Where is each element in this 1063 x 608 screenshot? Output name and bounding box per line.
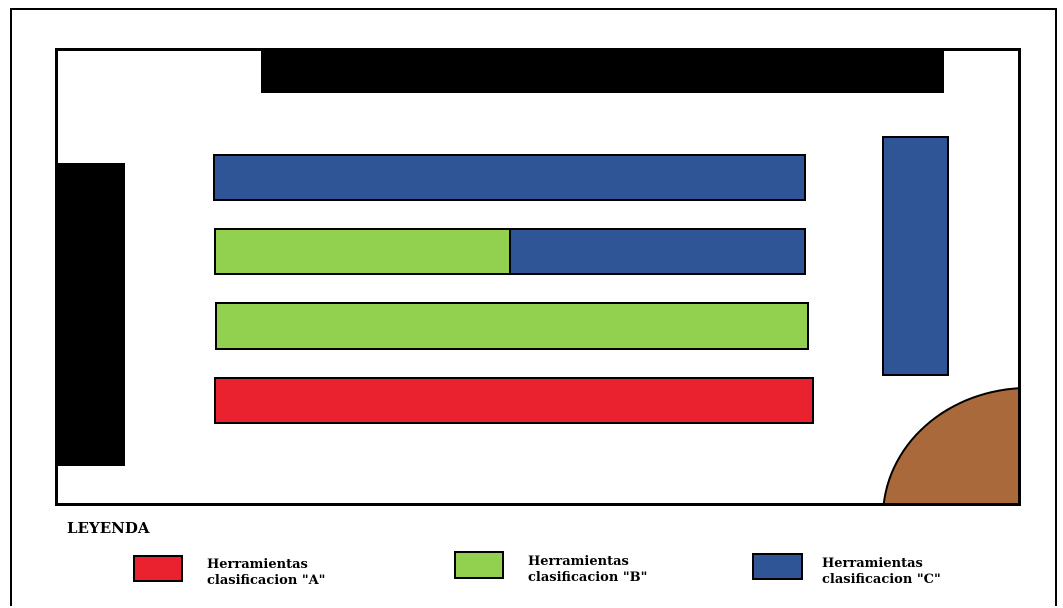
shelf-row-4-class-a — [214, 377, 814, 424]
legend-label-a: Herramientas clasificacion "A" — [207, 557, 326, 588]
legend-label-b: Herramientas clasificacion "B" — [528, 554, 648, 585]
shelf-row-1-class-c — [213, 154, 806, 201]
vertical-shelf-class-c — [882, 136, 949, 376]
top-wall-block — [261, 51, 944, 93]
warehouse-floor-plan — [55, 48, 1021, 506]
left-wall-block — [58, 163, 125, 466]
legend-swatch-c — [752, 553, 803, 580]
shelf-row-3-class-b — [215, 302, 809, 350]
shelf-row-2-class-c — [509, 228, 806, 275]
legend-swatch-a — [133, 555, 183, 582]
shelf-row-2-class-b — [214, 228, 511, 275]
legend-label-c: Herramientas clasificacion "C" — [822, 556, 941, 587]
legend-title: LEYENDA — [67, 519, 150, 537]
corner-area — [882, 387, 1018, 503]
legend-swatch-b — [454, 551, 504, 579]
outer-frame — [10, 8, 1057, 606]
